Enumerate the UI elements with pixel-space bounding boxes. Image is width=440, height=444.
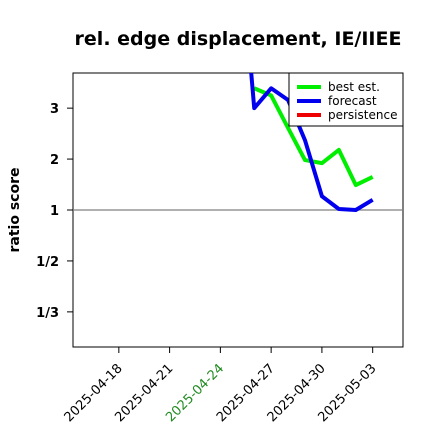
legend-label: persistence xyxy=(328,108,397,122)
y-tick-label: 1/2 xyxy=(36,255,59,270)
series-line xyxy=(249,73,374,212)
y-axis-label: ratio score xyxy=(7,168,23,253)
plot-area xyxy=(73,73,403,212)
legend-label: forecast xyxy=(328,94,377,108)
y-tick-label: 1 xyxy=(50,204,59,219)
legend-label: best est. xyxy=(328,80,380,94)
y-tick-label: 2 xyxy=(50,153,59,168)
y-tick-label: 3 xyxy=(50,102,59,117)
chart-title: rel. edge displacement, IE/IIEE xyxy=(75,28,402,50)
y-tick-label: 1/3 xyxy=(36,306,59,321)
